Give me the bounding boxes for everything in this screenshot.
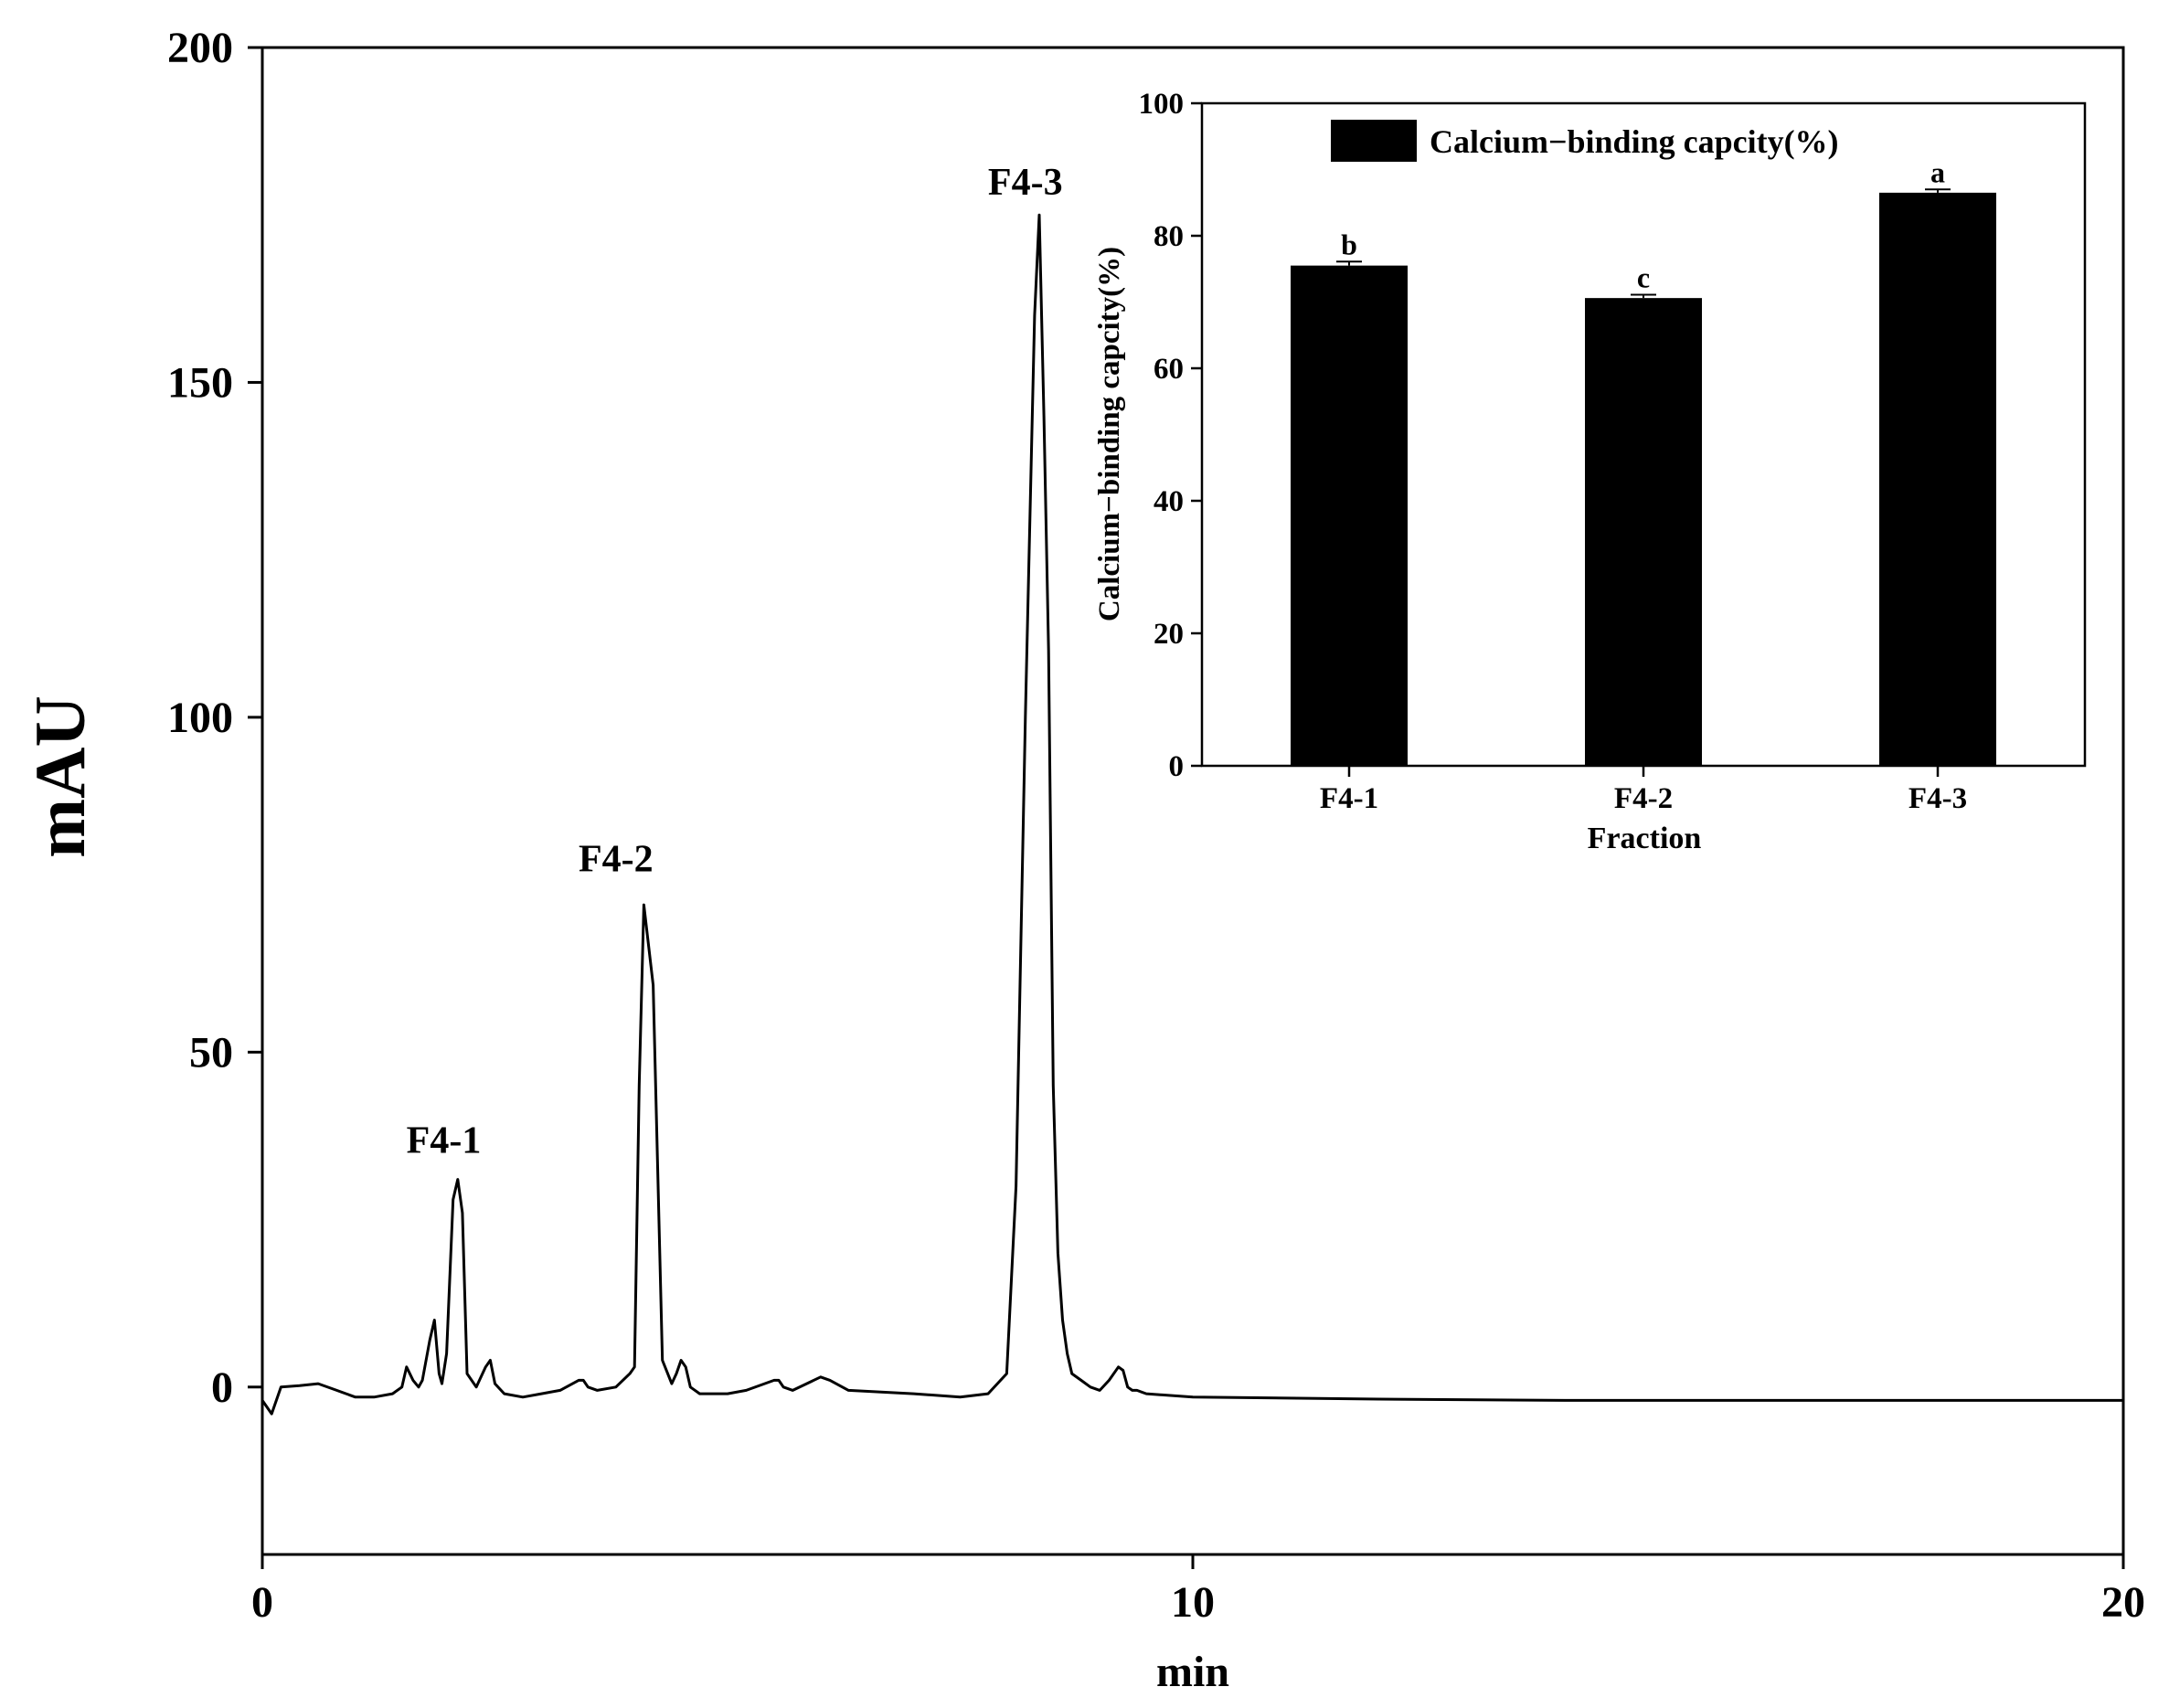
main-x-tick-label: 10 bbox=[1171, 1578, 1215, 1627]
inset-significance-letter: a bbox=[1930, 155, 1945, 188]
inset-y-axis-title: Calcium−binding capcity(%) bbox=[1093, 247, 1126, 621]
inset-x-axis-title: Fraction bbox=[1588, 822, 1702, 855]
inset-bar bbox=[1879, 192, 1996, 766]
inset-x-tick-label: F4-2 bbox=[1614, 782, 1673, 815]
main-y-axis-title: mAU bbox=[20, 695, 100, 858]
inset-significance-letter: b bbox=[1341, 228, 1357, 260]
inset-x-tick-label: F4-1 bbox=[1320, 782, 1378, 815]
inset-y-tick-label: 40 bbox=[1154, 485, 1184, 518]
main-y-axis: 0 50 100 150 200 bbox=[167, 24, 262, 1412]
main-y-tick-label: 200 bbox=[167, 24, 233, 72]
inset-x-tick-label: F4-3 bbox=[1909, 782, 1967, 815]
inset-y-tick-label: 80 bbox=[1154, 220, 1184, 253]
inset-x-axis: F4-1 F4-2 F4-3 bbox=[1320, 766, 1967, 815]
main-y-tick-label: 50 bbox=[189, 1028, 233, 1077]
inset-significance-letter: c bbox=[1637, 261, 1650, 294]
peak-label: F4-1 bbox=[407, 1119, 482, 1162]
inset-y-tick-label: 60 bbox=[1154, 353, 1184, 386]
main-x-tick-label: 0 bbox=[251, 1578, 273, 1627]
inset-bars: b c a bbox=[1291, 155, 1996, 766]
main-x-tick-label: 20 bbox=[2101, 1578, 2145, 1627]
inset-bar bbox=[1291, 265, 1408, 766]
peak-label: F4-2 bbox=[579, 838, 654, 880]
inset-y-tick-label: 100 bbox=[1139, 88, 1185, 121]
inset-legend-label: Calcium−binding capcity(%) bbox=[1430, 123, 1839, 160]
chromatogram-line bbox=[260, 213, 2123, 1416]
main-y-tick-label: 0 bbox=[211, 1363, 233, 1412]
inset-y-tick-label: 0 bbox=[1169, 750, 1185, 783]
inset-y-axis: 0 20 40 60 80 100 bbox=[1139, 88, 1202, 783]
peak-label: F4-3 bbox=[988, 162, 1063, 204]
main-y-tick-label: 100 bbox=[167, 694, 233, 742]
inset-legend-swatch bbox=[1331, 120, 1417, 162]
main-y-tick-label: 150 bbox=[167, 358, 233, 407]
inset-bar bbox=[1585, 298, 1702, 766]
peak-labels: F4-1 F4-2 F4-3 bbox=[407, 162, 1063, 1162]
main-x-axis-title: min bbox=[1156, 1648, 1229, 1696]
inset-y-tick-label: 20 bbox=[1154, 618, 1184, 651]
main-x-axis: 0 10 20 bbox=[251, 1554, 2145, 1627]
